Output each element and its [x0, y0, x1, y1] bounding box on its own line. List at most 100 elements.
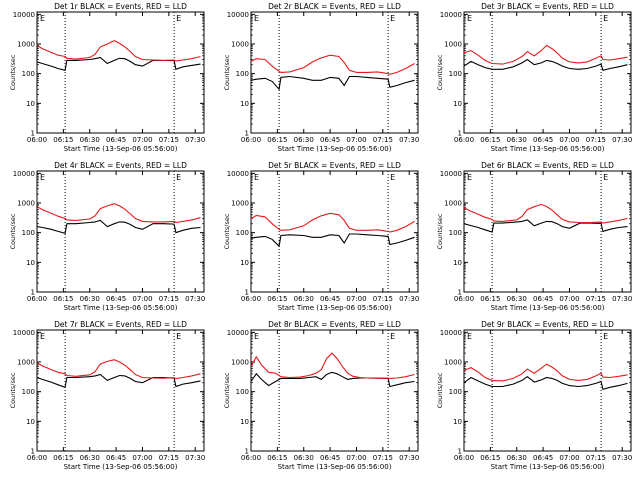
corner-marker: E: [40, 332, 45, 341]
y-tick-label: 10000: [227, 11, 249, 19]
y-axis-label: Counts/sec: [436, 213, 444, 249]
y-tick-label: 1: [31, 289, 35, 297]
x-tick-label: 07:15: [373, 454, 393, 462]
series-black-line: [463, 376, 628, 390]
corner-marker: E: [390, 173, 395, 182]
x-tick-label: 06:00: [27, 454, 47, 462]
corner-marker: E: [254, 332, 259, 341]
y-tick-label: 100: [449, 70, 462, 78]
x-axis-label: Start Time (13-Sep-06 05:56:00): [64, 463, 178, 471]
x-tick-label: 06:45: [320, 295, 340, 303]
y-axis-label: Counts/sec: [223, 372, 231, 408]
x-tick-label: 07:15: [373, 136, 393, 144]
x-tick-label: 07:00: [559, 136, 579, 144]
x-tick-label: 07:00: [346, 454, 366, 462]
x-tick-label: 07:30: [612, 136, 632, 144]
x-tick-label: 06:00: [454, 136, 474, 144]
x-tick-label: 07:15: [586, 295, 606, 303]
y-tick-label: 1: [458, 289, 462, 297]
x-tick-label: 07:00: [132, 454, 152, 462]
x-tick-label: 07:15: [159, 454, 179, 462]
detector-panel-4: Det 4r BLACK = Events, RED = LLD 1 10 100 10…: [9, 161, 205, 312]
detector-panel-2: Det 2r BLACK = Events, RED = LLD 1 10 100 10…: [223, 2, 419, 153]
corner-marker: E: [176, 332, 181, 341]
series-red-line: [36, 359, 201, 380]
x-tick-label: 07:30: [399, 295, 419, 303]
plot-frame: [250, 11, 419, 134]
x-tick-label: 06:30: [80, 295, 100, 303]
x-tick-label: 06:45: [320, 454, 340, 462]
x-tick-label: 06:45: [320, 136, 340, 144]
series-black-line: [36, 56, 201, 71]
x-tick-label: 07:15: [373, 295, 393, 303]
series-red-line: [36, 39, 201, 62]
y-tick-label: 100: [22, 229, 35, 237]
y-tick-label: 10: [453, 259, 462, 267]
x-axis-label: Start Time (13-Sep-06 05:56:00): [491, 145, 605, 153]
y-tick-label: 1000: [231, 200, 249, 208]
x-tick-label: 06:15: [53, 136, 73, 144]
x-tick-label: 07:15: [586, 454, 606, 462]
y-tick-label: 1: [245, 130, 249, 138]
x-tick-label: 06:30: [507, 136, 527, 144]
x-tick-label: 06:15: [480, 295, 500, 303]
y-tick-label: 1: [245, 289, 249, 297]
y-axis-label: Counts/sec: [223, 213, 231, 249]
corner-marker: E: [254, 173, 259, 182]
y-tick-label: 1000: [444, 41, 462, 49]
y-tick-label: 10: [26, 259, 35, 267]
y-tick-label: 100: [449, 388, 462, 396]
x-tick-label: 06:45: [106, 136, 126, 144]
corner-marker: E: [40, 173, 45, 182]
x-axis-label: Start Time (13-Sep-06 05:56:00): [64, 145, 178, 153]
plot-frame: [463, 329, 632, 452]
corner-marker: E: [390, 332, 395, 341]
x-tick-label: 07:30: [185, 295, 205, 303]
series-red-line: [250, 352, 415, 379]
x-tick-label: 06:45: [533, 136, 553, 144]
y-tick-label: 10: [453, 418, 462, 426]
x-tick-label: 06:15: [267, 136, 287, 144]
y-tick-label: 1000: [17, 200, 35, 208]
x-tick-label: 07:00: [132, 136, 152, 144]
x-tick-label: 07:00: [559, 454, 579, 462]
series-red-line: [463, 203, 628, 224]
x-tick-label: 06:30: [507, 295, 527, 303]
detector-panel-9: Det 9r BLACK = Events, RED = LLD 1 10 100 10…: [436, 320, 632, 471]
x-tick-label: 06:30: [507, 454, 527, 462]
series-red-line: [463, 363, 628, 382]
y-tick-label: 100: [22, 70, 35, 78]
x-tick-label: 06:45: [533, 295, 553, 303]
series-red-line: [36, 203, 201, 224]
series-black-line: [250, 371, 415, 388]
y-axis-label: Counts/sec: [436, 372, 444, 408]
x-tick-label: 07:30: [612, 454, 632, 462]
series-black-line: [463, 219, 628, 233]
corner-marker: E: [467, 332, 472, 341]
y-tick-label: 1000: [17, 359, 35, 367]
y-tick-label: 100: [236, 388, 249, 396]
detector-panel-1: Det 1r BLACK = Events, RED = LLD 1 10 100 10…: [9, 2, 205, 153]
x-tick-label: 06:30: [80, 454, 100, 462]
series-black-line: [36, 373, 201, 389]
series-black-line: [36, 219, 201, 234]
plot-frame: [250, 170, 419, 293]
x-tick-label: 07:15: [159, 295, 179, 303]
x-tick-label: 07:30: [399, 454, 419, 462]
y-tick-label: 1000: [231, 41, 249, 49]
plot-frame: [36, 11, 205, 134]
x-tick-label: 06:15: [53, 295, 73, 303]
corner-marker: E: [603, 173, 608, 182]
x-tick-label: 06:00: [241, 295, 261, 303]
x-tick-label: 07:15: [586, 136, 606, 144]
y-tick-label: 1: [31, 448, 35, 456]
panel-title: Det 2r BLACK = Events, RED = LLD: [268, 2, 401, 11]
series-red-line: [463, 44, 628, 65]
y-tick-label: 10000: [440, 329, 462, 337]
series-red-line: [250, 212, 415, 233]
plot-frame: [250, 329, 419, 452]
x-axis-label: Start Time (13-Sep-06 05:56:00): [278, 304, 392, 312]
panel-title: Det 5r BLACK = Events, RED = LLD: [268, 161, 401, 170]
y-tick-label: 10: [240, 100, 249, 108]
y-tick-label: 1: [31, 130, 35, 138]
